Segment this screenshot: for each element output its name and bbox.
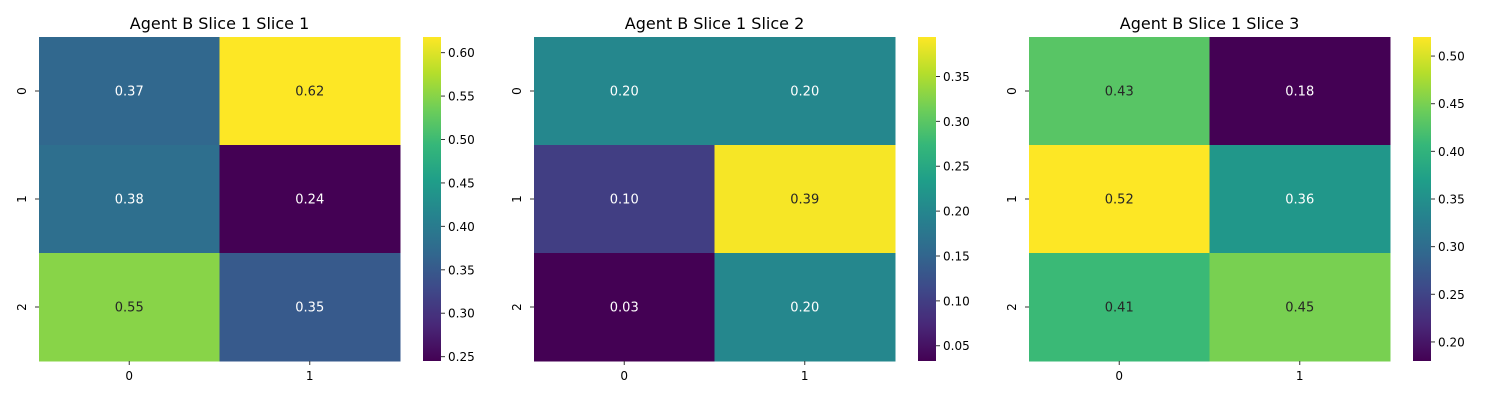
heatmap-cell (534, 253, 715, 362)
colorbar-tick-label: 0.30 (448, 307, 475, 321)
x-tick-label: 0 (125, 369, 133, 383)
cell-value-label: 0.18 (1285, 85, 1314, 100)
colorbar-tick-label: 0.15 (943, 249, 970, 263)
x-tick-label: 0 (620, 369, 628, 383)
colorbar-tick-label: 0.20 (943, 205, 970, 219)
cell-value-label: 0.41 (1105, 301, 1134, 316)
colorbar-tick-label: 0.35 (1438, 193, 1465, 207)
y-tick-label: 0 (510, 87, 524, 95)
heatmap-cell (534, 145, 715, 254)
x-tick-label: 1 (801, 369, 809, 383)
chart-title: Agent B Slice 1 Slice 2 (625, 14, 805, 33)
colorbar-tick-label: 0.40 (448, 220, 475, 234)
y-tick-label: 2 (15, 303, 29, 311)
colorbar-tick-label: 0.45 (448, 176, 475, 190)
colorbar-tick-label: 0.35 (448, 263, 475, 277)
cell-value-label: 0.37 (115, 85, 144, 100)
heatmap-cell (39, 37, 220, 146)
heatmap-cell (39, 145, 220, 254)
cell-value-label: 0.52 (1105, 193, 1134, 208)
chart-title: Agent B Slice 1 Slice 3 (1120, 14, 1300, 33)
heatmap-panel-1: Agent B Slice 1 Slice 1 0.37 0.62 0.38 0.24 0… (15, 14, 475, 383)
heatmap-cell (219, 253, 401, 362)
cell-value-label: 0.55 (115, 301, 144, 316)
heatmap-cell (714, 145, 896, 254)
colorbar-tick-label: 0.25 (943, 160, 970, 174)
heatmap-cell (1209, 145, 1391, 254)
heatmap-cell (39, 253, 220, 362)
y-tick-label: 0 (1005, 87, 1019, 95)
cell-value-label: 0.39 (790, 193, 819, 208)
x-tick-label: 0 (1115, 369, 1123, 383)
colorbar-tick-label: 0.45 (1438, 97, 1465, 111)
y-tick-label: 0 (15, 87, 29, 95)
colorbar-tick-label: 0.25 (448, 350, 475, 364)
heatmap-cell (1029, 37, 1210, 146)
x-tick-label: 1 (306, 369, 314, 383)
colorbar-tick-label: 0.50 (448, 133, 475, 147)
y-tick-label: 2 (1005, 303, 1019, 311)
colorbar-tick-label: 0.55 (448, 90, 475, 104)
colorbar-tick-label: 0.40 (1438, 145, 1465, 159)
heatmap-cell (534, 37, 715, 146)
cell-value-label: 0.43 (1105, 85, 1134, 100)
chart-title: Agent B Slice 1 Slice 1 (130, 14, 310, 33)
cell-value-label: 0.62 (295, 85, 324, 100)
cell-value-label: 0.36 (1285, 193, 1314, 208)
colorbar-tick-label: 0.10 (943, 294, 970, 308)
colorbar (918, 37, 936, 361)
colorbar-tick-label: 0.60 (448, 46, 475, 60)
colorbar-tick-label: 0.20 (1438, 335, 1465, 349)
cell-value-label: 0.24 (295, 193, 324, 208)
colorbar-tick-label: 0.50 (1438, 50, 1465, 64)
colorbar (1413, 37, 1431, 361)
colorbar-tick-label: 0.30 (943, 115, 970, 129)
colorbar-tick-label: 0.35 (943, 70, 970, 84)
colorbar-tick-label: 0.05 (943, 339, 970, 353)
x-tick-label: 1 (1296, 369, 1304, 383)
cell-value-label: 0.20 (790, 85, 819, 100)
heatmap-panel-2: Agent B Slice 1 Slice 2 0.20 0.20 0.10 0.39 0… (510, 14, 970, 383)
heatmap-cell (1029, 145, 1210, 254)
heatmap-panel-3: Agent B Slice 1 Slice 3 0.43 0.18 0.52 0.36 0… (1005, 14, 1465, 383)
colorbar-tick-label: 0.30 (1438, 240, 1465, 254)
y-tick-label: 2 (510, 303, 524, 311)
colorbar (423, 37, 441, 361)
heatmap-cell (1209, 253, 1391, 362)
heatmap-cell (219, 145, 401, 254)
cell-value-label: 0.35 (295, 301, 324, 316)
heatmap-cell (714, 253, 896, 362)
cell-value-label: 0.03 (610, 301, 639, 316)
y-tick-label: 1 (510, 195, 524, 203)
cell-value-label: 0.45 (1285, 301, 1314, 316)
cell-value-label: 0.20 (610, 85, 639, 100)
colorbar-tick-label: 0.25 (1438, 288, 1465, 302)
cell-value-label: 0.20 (790, 301, 819, 316)
y-tick-label: 1 (1005, 195, 1019, 203)
cell-value-label: 0.10 (610, 193, 639, 208)
y-tick-label: 1 (15, 195, 29, 203)
heatmap-cell (714, 37, 896, 146)
cell-value-label: 0.38 (115, 193, 144, 208)
heatmap-cell (1209, 37, 1391, 146)
heatmap-cell (219, 37, 401, 146)
heatmap-cell (1029, 253, 1210, 362)
